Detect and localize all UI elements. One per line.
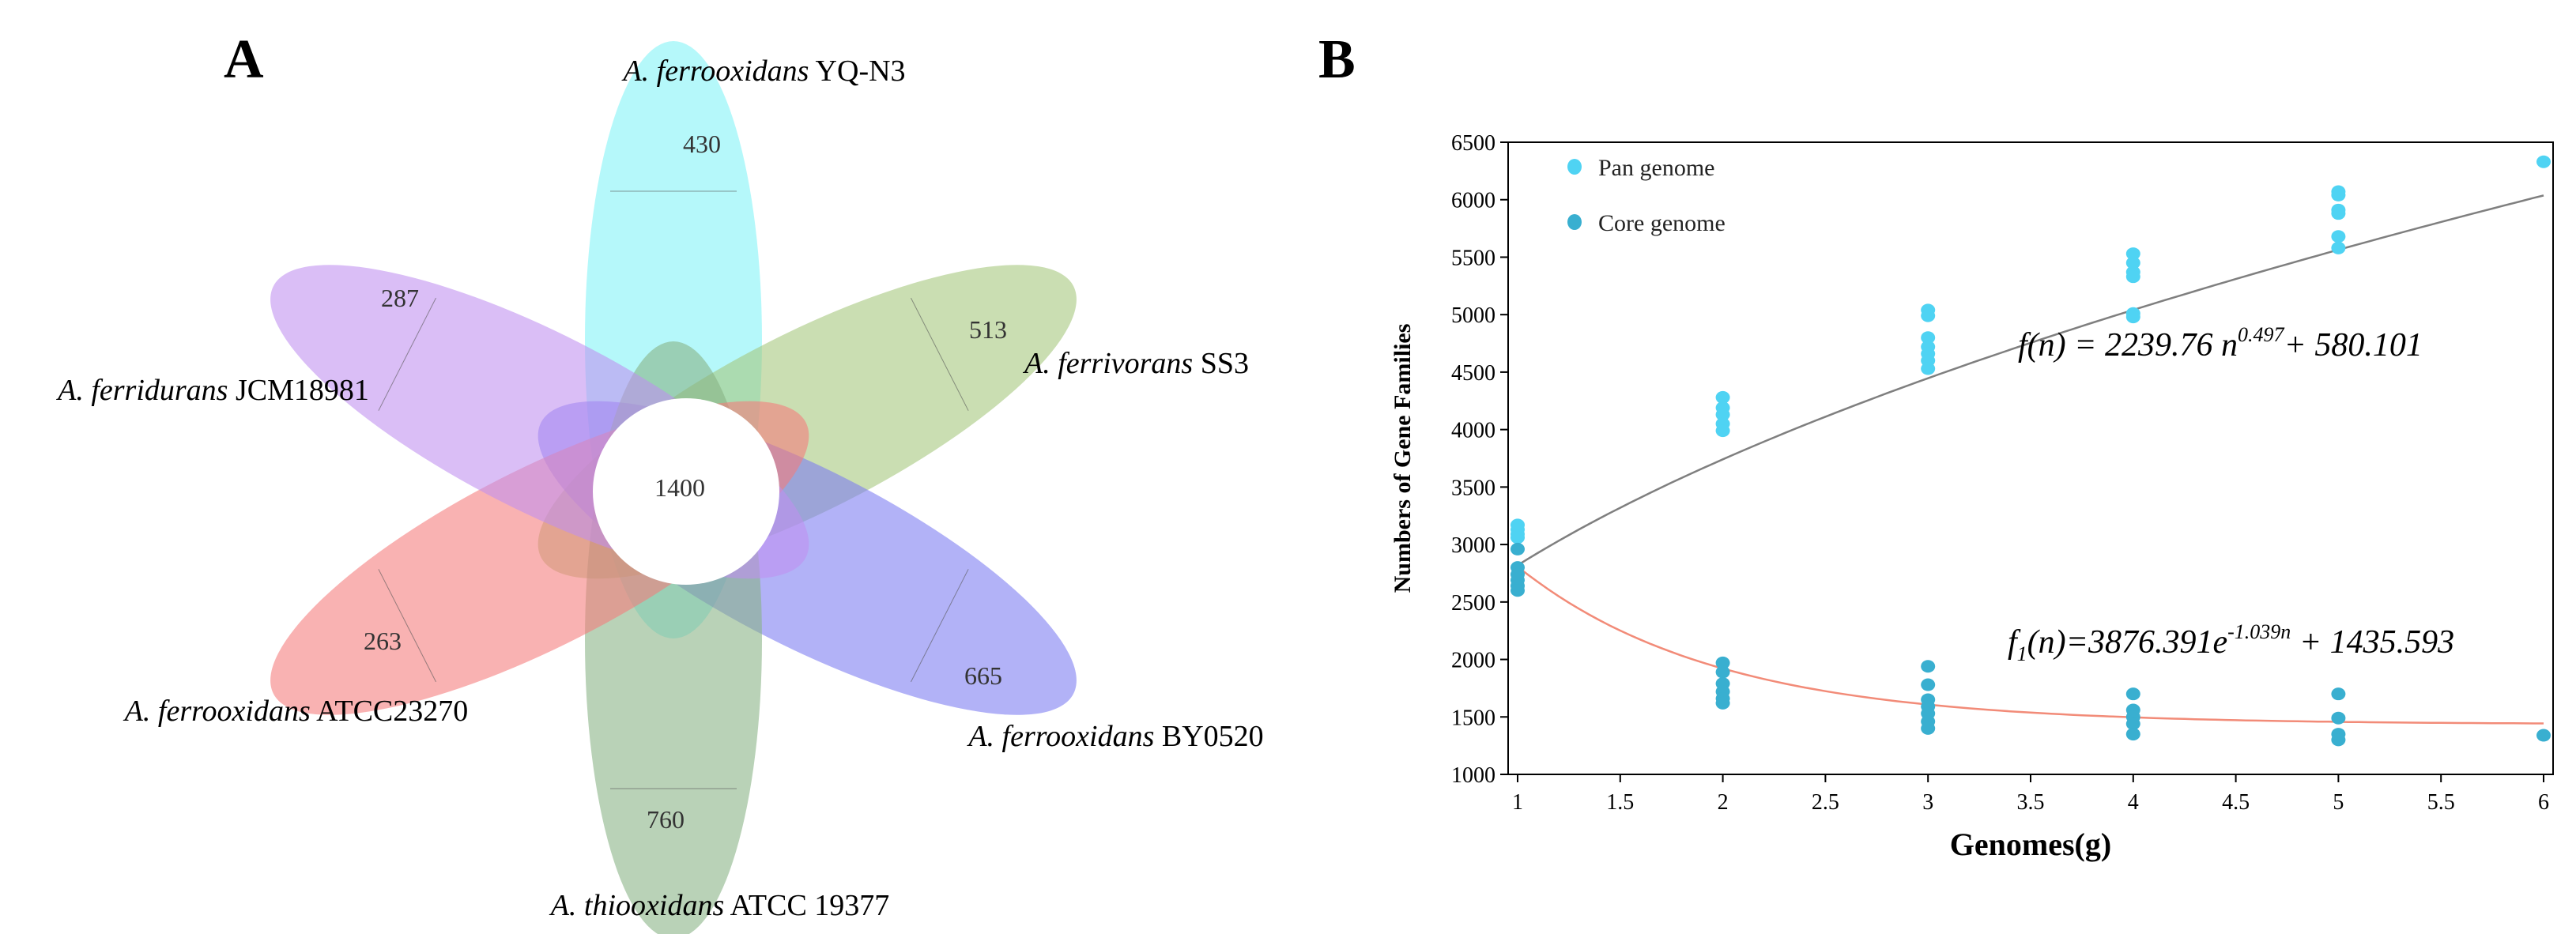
x-tick-label: 2.5 <box>1812 790 1839 815</box>
core-point <box>2331 733 2346 747</box>
y-tick-label: 3000 <box>1451 533 1495 558</box>
legend-label-pan: Pan genome <box>1598 155 1714 181</box>
pan-point <box>2125 256 2140 269</box>
x-tick-label: 1 <box>1512 790 1523 815</box>
petal-divider-atcc23270 <box>378 569 436 683</box>
petal-value-ss3: 513 <box>969 315 1007 344</box>
pan-point <box>2125 270 2140 284</box>
x-tick-label: 4.5 <box>2222 790 2250 815</box>
petal-divider-jcm18981 <box>378 297 436 411</box>
petal-label-yq-n3: A. ferrooxidans YQ-N3 <box>620 55 905 88</box>
core-point <box>1715 696 1730 710</box>
petal-value-jcm18981: 287 <box>381 284 419 312</box>
y-tick-label: 1500 <box>1451 706 1495 730</box>
plot-frame <box>1507 141 2554 775</box>
y-tick-label: 2000 <box>1451 649 1495 673</box>
petal-label-atcc23270: A. ferrooxidans ATCC23270 <box>123 695 469 728</box>
panel-b-label: B <box>1318 29 1356 90</box>
y-tick-label: 6000 <box>1451 189 1495 213</box>
pan-point <box>2331 230 2346 243</box>
legend-label-core: Core genome <box>1598 210 1726 236</box>
core-point <box>2125 687 2140 701</box>
petal-value-atcc23270: 263 <box>364 627 402 655</box>
pan-point <box>2331 241 2346 254</box>
pan-point <box>1715 390 1730 404</box>
formula-pan: f(n) = 2239.76 n0.497+ 580.101 <box>2018 323 2423 363</box>
pan-point <box>2536 155 2551 168</box>
venn-petal-lines <box>378 190 969 789</box>
core-point <box>1921 721 1936 735</box>
legend-marker-core <box>1567 214 1582 230</box>
panel-a-label: A <box>224 29 264 90</box>
x-tick-label: 2 <box>1718 790 1729 815</box>
pan-point <box>1715 424 1730 438</box>
y-axis-label: Numbers of Gene Families <box>1390 324 1416 593</box>
core-point <box>2331 687 2346 701</box>
core-point <box>1511 542 1525 556</box>
x-tick-label: 3.5 <box>2017 790 2045 815</box>
pan-point <box>2125 311 2140 324</box>
petal-label-ss3: A. ferrivorans SS3 <box>1022 347 1249 380</box>
y-tick-label: 5000 <box>1451 303 1495 328</box>
y-tick-label: 2500 <box>1451 591 1495 616</box>
x-tick-label: 5 <box>2333 790 2344 815</box>
core-point <box>2331 711 2346 725</box>
pan-point <box>1921 309 1936 322</box>
y-tick-label: 4000 <box>1451 419 1495 443</box>
y-tick-label: 5500 <box>1451 246 1495 270</box>
core-fit-curve <box>1517 566 2544 725</box>
panel-a: A <box>224 29 264 90</box>
legend: Pan genome Core genome <box>1567 155 1726 236</box>
core-point <box>1921 660 1936 673</box>
core-point <box>2125 728 2140 741</box>
pan-point <box>1715 408 1730 421</box>
x-axis-ticks: 1 1.5 2 2.5 3 3.5 4 4.5 5 5.5 6 <box>1512 774 2549 815</box>
petal-label-atcc19377: A. thiooxidans ATCC 19377 <box>549 889 890 922</box>
petal-value-yq-n3: 430 <box>683 130 721 158</box>
plot-area <box>1507 141 2554 775</box>
petal-divider-ss3 <box>911 297 969 411</box>
x-tick-label: 4 <box>2128 790 2139 815</box>
x-tick-label: 1.5 <box>1606 790 1634 815</box>
pan-point <box>1921 331 1936 345</box>
pan-point <box>1921 362 1936 375</box>
y-tick-label: 4500 <box>1451 361 1495 386</box>
petal-value-by0520: 665 <box>964 661 1002 690</box>
x-tick-label: 6 <box>2538 790 2549 815</box>
formula-core: f1(n)=3876.391e-1.039n + 1435.593 <box>2008 620 2454 665</box>
y-tick-label: 6500 <box>1451 131 1495 156</box>
petal-value-atcc19377: 760 <box>647 805 685 834</box>
x-tick-label: 3 <box>1922 790 1933 815</box>
pan-point <box>2125 247 2140 261</box>
pan-point <box>2331 207 2346 220</box>
legend-marker-pan <box>1567 159 1582 175</box>
core-point <box>2536 729 2551 742</box>
core-point <box>1921 678 1936 691</box>
venn-core-value: 1400 <box>654 473 705 502</box>
fit-curves <box>1517 194 2544 725</box>
x-axis-label: Genomes(g) <box>1950 827 2111 862</box>
core-point <box>1715 656 1730 669</box>
y-tick-label: 1000 <box>1451 763 1495 788</box>
y-tick-label: 3500 <box>1451 476 1495 500</box>
core-point <box>1511 584 1525 597</box>
pan-point <box>1511 531 1525 544</box>
petal-divider-by0520 <box>911 569 969 683</box>
core-point <box>1715 665 1730 679</box>
data-points <box>1511 155 2551 747</box>
y-axis-ticks: 1000 1500 2000 2500 3000 3500 4000 4500 5000 5500… <box>1451 131 1508 788</box>
x-tick-label: 5.5 <box>2427 790 2455 815</box>
pan-fit-curve <box>1517 194 2544 567</box>
venn-core-circle <box>593 398 779 585</box>
petal-label-by0520: A. ferrooxidans BY0520 <box>966 720 1263 753</box>
pan-point <box>2331 188 2346 201</box>
core-point <box>2125 717 2140 730</box>
petal-label-jcm18981: A. ferridurans JCM18981 <box>55 374 369 407</box>
